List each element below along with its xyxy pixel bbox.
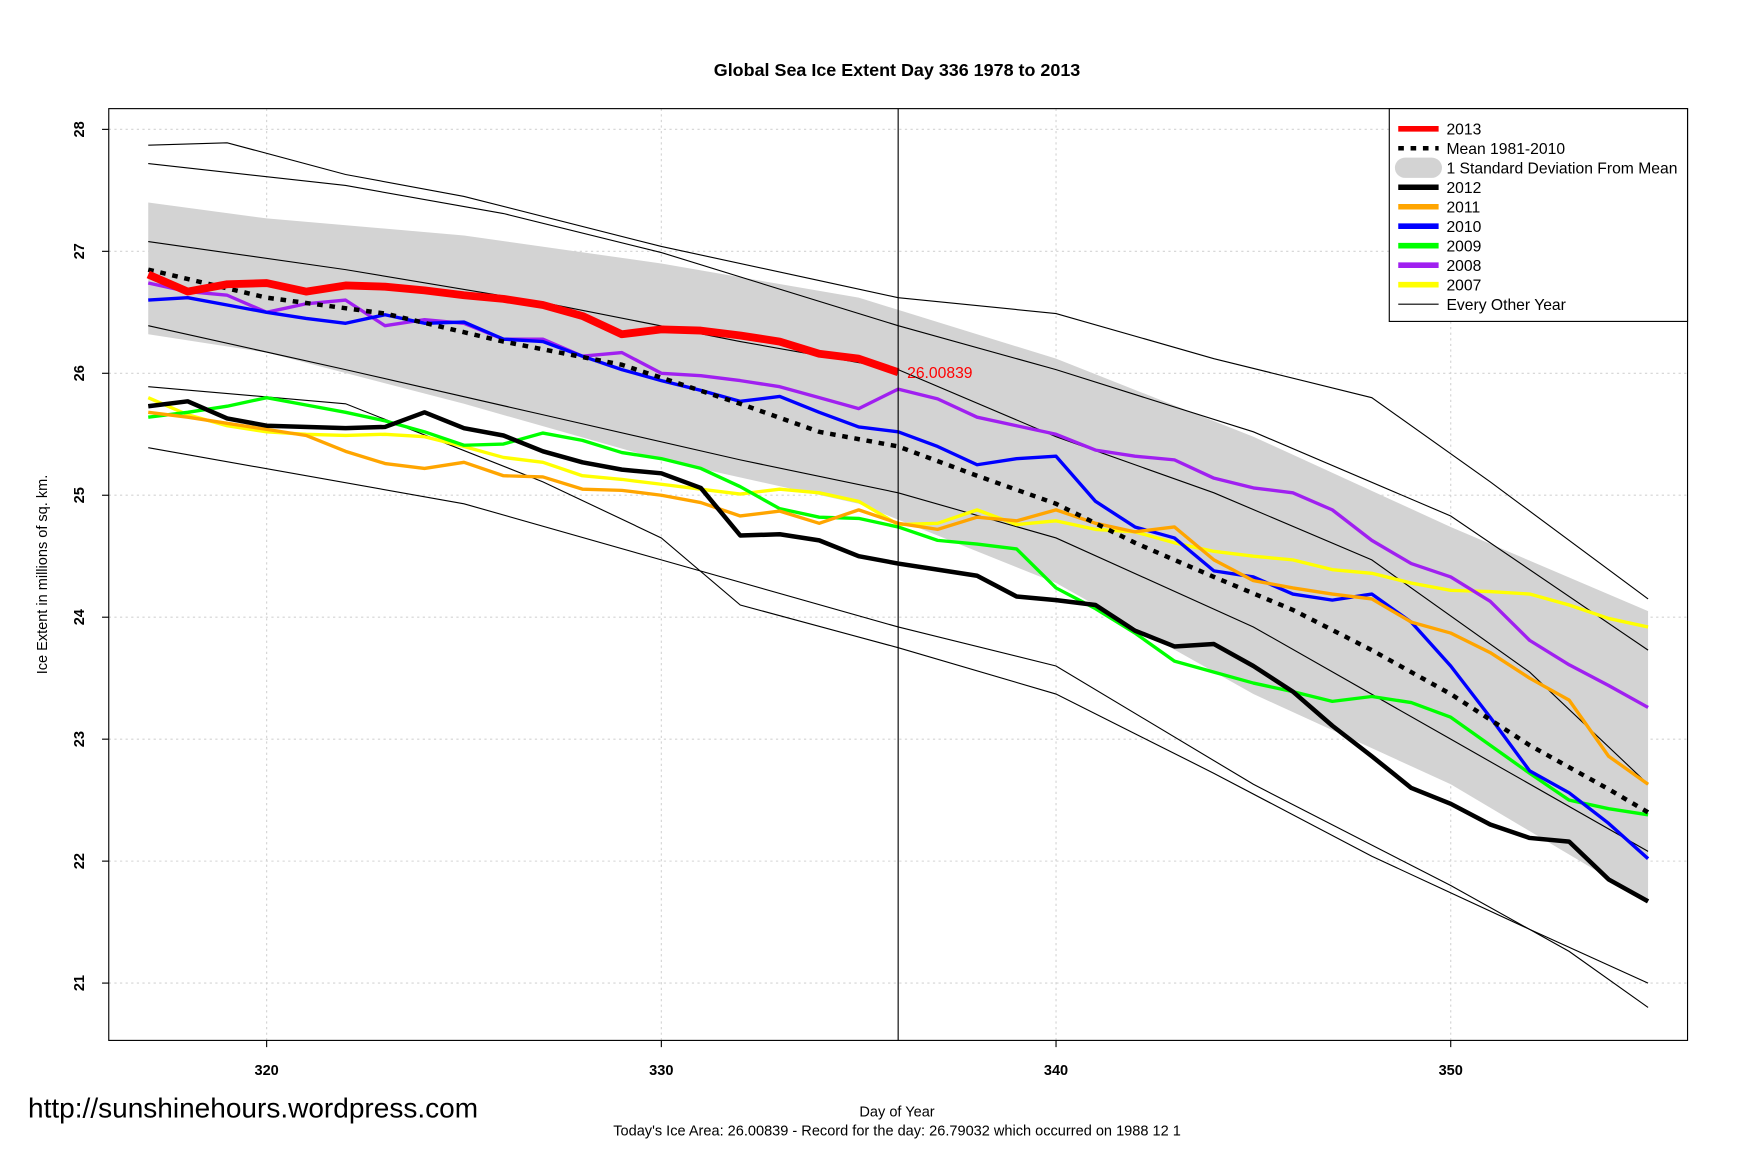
legend-label: 2008 [1446, 258, 1481, 275]
y-tick-label: 27 [72, 243, 88, 259]
x-tick-label: 320 [254, 1063, 278, 1079]
legend-label: 2010 [1446, 219, 1481, 236]
x-axis-label: Day of Year [859, 1105, 934, 1121]
legend-label: Mean 1981-2010 [1446, 141, 1565, 158]
year-line [148, 447, 1649, 1008]
y-tick-label: 26 [72, 365, 88, 381]
footer-note: Today's Ice Area: 26.00839 - Record for … [613, 1124, 1181, 1140]
plot-frame [108, 108, 1689, 1041]
legend-box [1388, 108, 1689, 322]
chart-title: Global Sea Ice Extent Day 336 1978 to 20… [714, 60, 1081, 80]
y-tick-label: 28 [72, 121, 88, 137]
year-line [148, 142, 1649, 600]
legend-label: 2007 [1446, 277, 1481, 294]
y-tick-label: 23 [72, 731, 88, 747]
year-line [148, 241, 1649, 785]
x-tick-label: 340 [1044, 1063, 1068, 1079]
y-tick-label: 22 [72, 853, 88, 869]
watermark: http://sunshinehours.wordpress.com [28, 1093, 478, 1124]
legend-label: 2009 [1446, 238, 1481, 255]
y-axis-label: Ice Extent in millions of sq. km. [35, 475, 51, 675]
sd-band [148, 202, 1649, 902]
y-tick-label: 25 [72, 487, 88, 503]
legend-label: 2013 [1446, 121, 1481, 138]
x-tick-label: 330 [649, 1063, 673, 1079]
x-tick-label: 350 [1439, 1063, 1463, 1079]
annotation: 26.00839 [907, 365, 972, 382]
y-tick-label: 21 [72, 975, 88, 991]
y-tick-label: 24 [72, 608, 88, 625]
legend-label: 2012 [1446, 180, 1481, 197]
legend-label: 2011 [1446, 199, 1480, 216]
series-line [147, 267, 1650, 815]
legend-swatch [1394, 157, 1442, 178]
series-line [146, 270, 900, 376]
legend-label: 1 Standard Deviation From Mean [1446, 160, 1677, 177]
series-line [147, 399, 1650, 904]
legend-label: Every Other Year [1446, 297, 1565, 314]
